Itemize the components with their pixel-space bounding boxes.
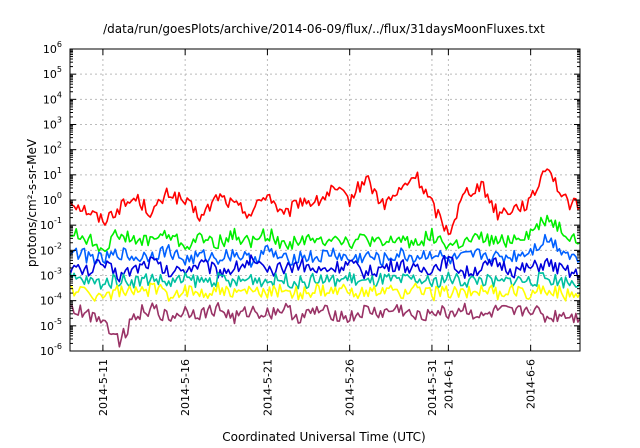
y-tick-label: 102: [43, 141, 62, 157]
y-tick-label: 104: [43, 90, 62, 106]
x-tick-label: 2014-6-1: [442, 359, 455, 409]
x-axis-label: Coordinated Universal Time (UTC): [222, 430, 425, 444]
y-tick-label: 10-2: [40, 241, 62, 257]
series-group: [69, 168, 581, 348]
y-tick-label: 105: [43, 65, 62, 81]
y-tick-label: 106: [43, 40, 62, 56]
x-tick-label: 2014-5-31: [426, 359, 439, 416]
y-tick-label: 10-4: [40, 292, 62, 308]
x-tick-label: 2014-6-6: [525, 359, 538, 409]
y-tick-label: 100: [43, 191, 62, 207]
series-line: [69, 301, 581, 348]
y-axis-label: protons/cm²-s-sr-MeV: [25, 138, 39, 267]
series-line: [69, 281, 581, 302]
x-tick-label: 2014-5-16: [179, 359, 192, 416]
x-tick-label: 2014-5-26: [344, 359, 357, 416]
y-tick-label: 10-6: [40, 342, 62, 358]
x-tick-label: 2014-5-11: [97, 359, 110, 416]
y-tick-label: 103: [43, 116, 62, 132]
grid-lines: [70, 49, 580, 351]
y-tick-label: 101: [43, 166, 62, 182]
y-tick-label: 10-3: [40, 267, 62, 283]
series-line: [69, 214, 581, 253]
series-line: [69, 271, 581, 290]
x-tick-label: 2014-5-21: [261, 359, 274, 416]
y-tick-label: 10-1: [40, 216, 62, 232]
series-line: [69, 254, 581, 283]
y-tick-label: 10-5: [40, 317, 62, 333]
x-axis-ticks: 2014-5-11 2014-5-16 2014-5-21 2014-5-26 2014…: [97, 49, 538, 416]
chart-title: /data/run/goesPlots/archive/2014-06-09/f…: [103, 22, 545, 36]
series-line: [69, 168, 581, 235]
plot-frame: [69, 48, 581, 352]
